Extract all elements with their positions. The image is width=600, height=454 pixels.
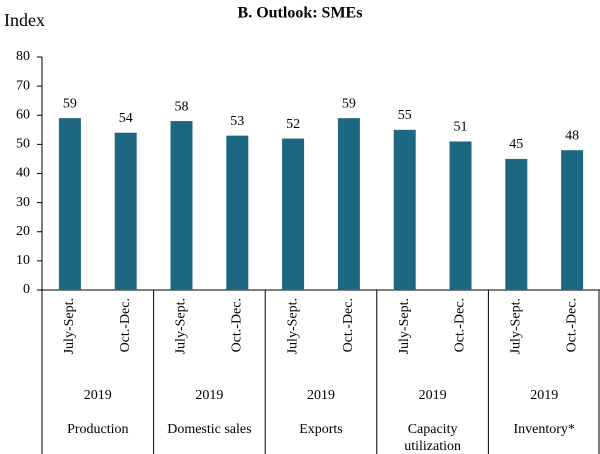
data-label: 53 [230, 114, 244, 129]
y-tick-label: 70 [16, 78, 30, 93]
bar [226, 135, 249, 290]
y-tick-label: 40 [16, 166, 30, 181]
x-tick-label: Oct.-Dec. [118, 298, 133, 352]
year-label: 2019 [530, 388, 558, 403]
x-tick-label: Oct.-Dec. [453, 298, 468, 352]
y-tick-label: 30 [16, 195, 30, 210]
x-tick-label: July-Sept. [285, 298, 300, 354]
group-label: Production [67, 422, 129, 437]
y-tick-label: 0 [23, 282, 30, 297]
y-axis-label: Index [4, 10, 45, 30]
x-tick-label: July-Sept. [509, 298, 524, 354]
x-tick-label: Oct.-Dec. [230, 298, 245, 352]
year-label: 2019 [307, 388, 335, 403]
y-tick-label: 60 [16, 107, 30, 122]
year-label: 2019 [419, 388, 447, 403]
x-tick-label: July-Sept. [62, 298, 77, 354]
year-label: 2019 [195, 388, 223, 403]
bar [282, 138, 305, 290]
bar [170, 121, 193, 290]
x-tick-label: July-Sept. [397, 298, 412, 354]
data-label: 59 [63, 96, 77, 111]
y-tick-label: 20 [16, 224, 30, 239]
group-label: Exports [299, 422, 343, 437]
year-label: 2019 [84, 388, 112, 403]
bar [337, 118, 360, 290]
data-label: 51 [454, 120, 468, 135]
data-label: 54 [119, 111, 133, 126]
bar [114, 132, 137, 290]
y-tick-label: 10 [16, 253, 30, 268]
data-label: 58 [175, 99, 189, 114]
data-label: 52 [286, 117, 300, 132]
bar [449, 141, 472, 290]
x-tick-label: July-Sept. [174, 298, 189, 354]
x-tick-label: Oct.-Dec. [341, 298, 356, 352]
data-label: 48 [565, 128, 579, 143]
data-label: 59 [342, 96, 356, 111]
bar [58, 118, 81, 290]
bar [505, 158, 528, 290]
group-label: Capacity utilization [404, 422, 461, 454]
bar [561, 150, 584, 290]
group-label: Inventory* [513, 422, 575, 437]
y-tick-label: 80 [16, 49, 30, 64]
data-label: 55 [398, 108, 412, 123]
data-label: 45 [509, 137, 523, 152]
chart-title: B. Outlook: SMEs [238, 5, 363, 22]
x-tick-label: Oct.-Dec. [564, 298, 579, 352]
bar [393, 129, 416, 290]
group-label: Domestic sales [167, 422, 252, 437]
y-tick-label: 50 [16, 137, 30, 152]
